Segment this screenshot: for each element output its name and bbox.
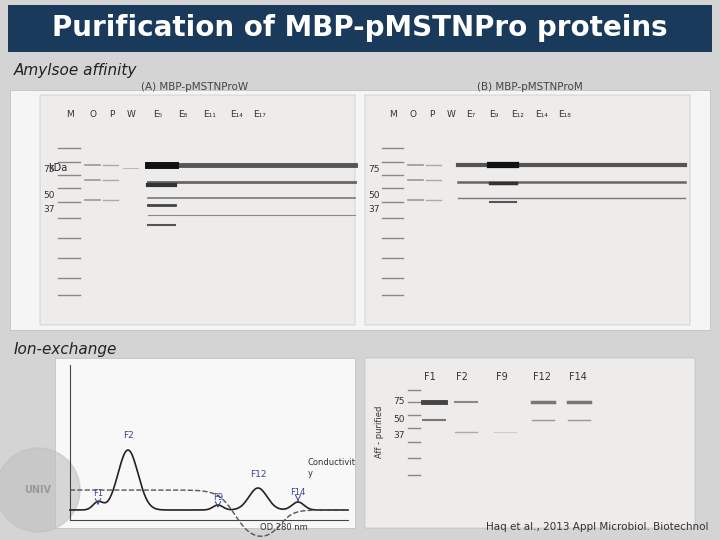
Text: F9: F9 — [213, 493, 223, 502]
Text: F9: F9 — [496, 372, 508, 382]
Text: E₉: E₉ — [490, 110, 499, 119]
FancyBboxPatch shape — [10, 90, 710, 330]
Text: F12: F12 — [533, 372, 551, 382]
Text: 37: 37 — [394, 430, 405, 440]
Text: E₁₂: E₁₂ — [512, 110, 524, 119]
Text: OD 280 nm: OD 280 nm — [260, 523, 307, 532]
Text: E₁₄: E₁₄ — [230, 110, 243, 119]
Text: E₁₄: E₁₄ — [536, 110, 549, 119]
Text: O: O — [410, 110, 416, 119]
Text: (A) MBP-pMSTNProW: (A) MBP-pMSTNProW — [141, 82, 248, 92]
Text: F2: F2 — [122, 431, 133, 440]
Text: 75: 75 — [394, 397, 405, 407]
Text: M: M — [66, 110, 74, 119]
Text: P: P — [429, 110, 435, 119]
Text: W: W — [446, 110, 456, 119]
Circle shape — [0, 448, 80, 532]
Text: 50: 50 — [43, 191, 55, 199]
Text: F2: F2 — [456, 372, 468, 382]
Text: W: W — [127, 110, 135, 119]
FancyBboxPatch shape — [365, 358, 695, 528]
Text: E₇: E₇ — [467, 110, 476, 119]
FancyBboxPatch shape — [8, 5, 712, 52]
Text: F1: F1 — [93, 489, 103, 498]
Text: 75: 75 — [43, 165, 55, 174]
Text: O: O — [89, 110, 96, 119]
FancyBboxPatch shape — [365, 95, 690, 325]
Text: 50: 50 — [369, 191, 380, 199]
Text: Purification of MBP-pMSTNPro proteins: Purification of MBP-pMSTNPro proteins — [52, 14, 668, 42]
Text: kDa: kDa — [48, 163, 67, 173]
Text: Ion-exchange: Ion-exchange — [14, 342, 117, 357]
Text: F14: F14 — [290, 488, 306, 497]
FancyBboxPatch shape — [40, 95, 355, 325]
Text: E₈: E₈ — [179, 110, 188, 119]
Text: E₁₈: E₁₈ — [559, 110, 572, 119]
Text: Aff - purified: Aff - purified — [375, 406, 384, 458]
Text: 37: 37 — [43, 206, 55, 214]
Text: UNIV: UNIV — [24, 485, 52, 495]
Text: (B) MBP-pMSTNProM: (B) MBP-pMSTNProM — [477, 82, 583, 92]
Text: 37: 37 — [369, 206, 380, 214]
Text: 50: 50 — [394, 415, 405, 424]
Text: E₅: E₅ — [153, 110, 163, 119]
Text: F1: F1 — [424, 372, 436, 382]
Text: P: P — [109, 110, 114, 119]
Text: M: M — [389, 110, 397, 119]
Text: F14: F14 — [569, 372, 587, 382]
Text: Amylsoe affinity: Amylsoe affinity — [14, 63, 138, 78]
Text: Conductivit
y: Conductivit y — [308, 458, 356, 478]
Text: E₁₇: E₁₇ — [253, 110, 266, 119]
Text: F12: F12 — [250, 470, 266, 479]
FancyBboxPatch shape — [55, 358, 355, 528]
Text: E₁₁: E₁₁ — [204, 110, 217, 119]
Text: Haq et al., 2013 Appl Microbiol. Biotechnol: Haq et al., 2013 Appl Microbiol. Biotech… — [485, 522, 708, 532]
Text: 75: 75 — [369, 165, 380, 174]
